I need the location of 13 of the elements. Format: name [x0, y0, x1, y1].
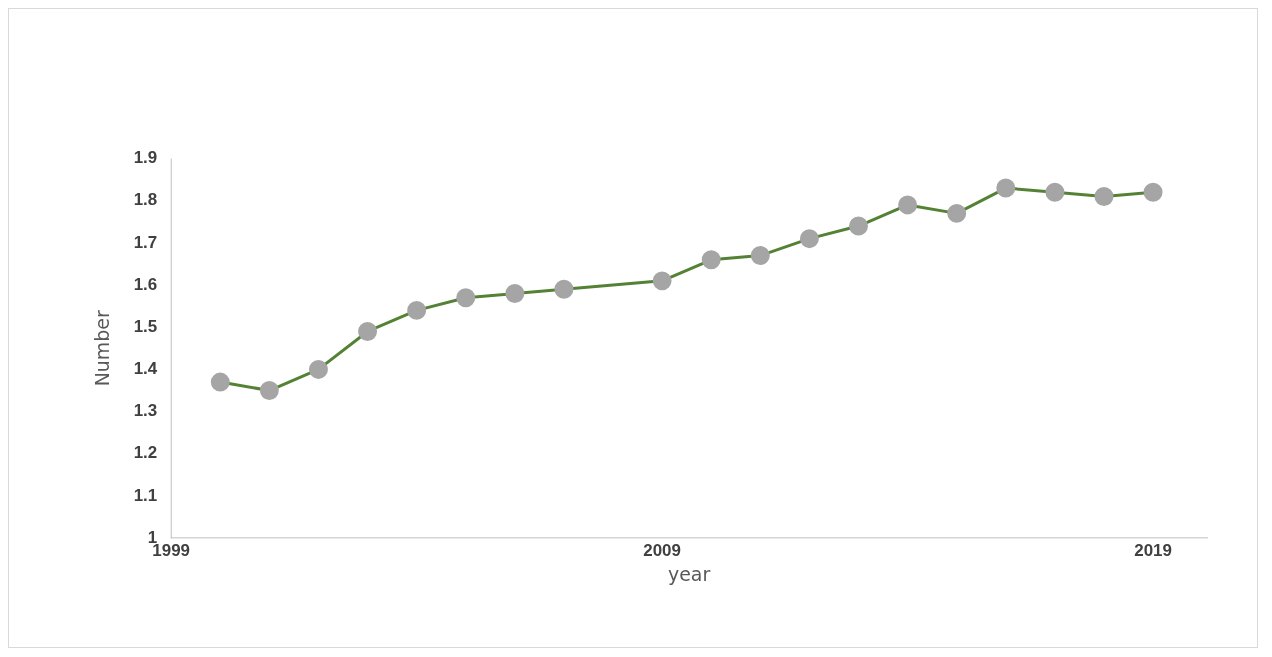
- y-tick-label: 1.7: [133, 232, 158, 252]
- x-tick-label: 2019: [1134, 540, 1172, 560]
- y-tick-label: 1.9: [133, 148, 158, 168]
- y-axis-title: Number: [91, 310, 114, 387]
- y-tick-label: 1.2: [133, 443, 158, 463]
- x-axis-title: year: [667, 562, 711, 585]
- x-tick-label: 2009: [643, 540, 681, 560]
- y-tick-label: 1.5: [133, 316, 158, 336]
- y-tick-label: 1.4: [133, 359, 158, 379]
- y-tick-label: 1.8: [133, 190, 158, 210]
- y-tick-label: 1.6: [133, 274, 158, 294]
- y-tick-label: 1.3: [133, 401, 158, 421]
- y-tick-label: 1.1: [133, 485, 158, 505]
